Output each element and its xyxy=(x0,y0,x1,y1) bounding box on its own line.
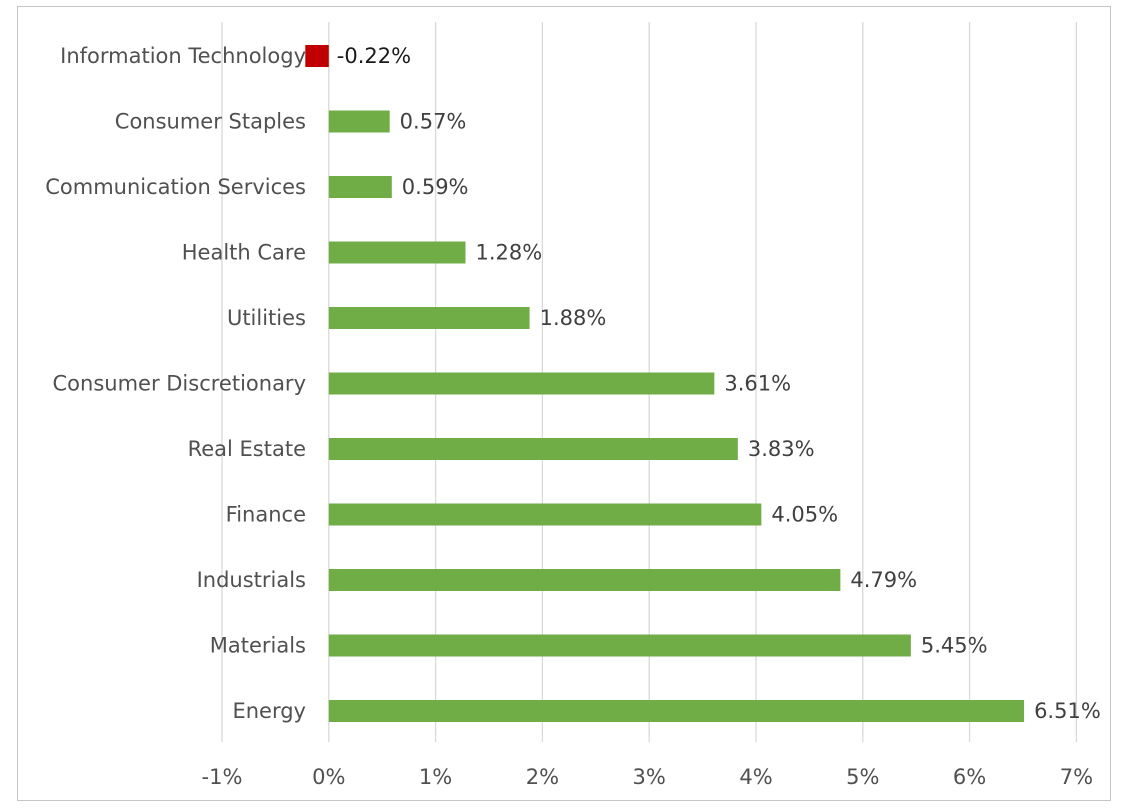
bars xyxy=(305,45,1025,722)
bar-health-care xyxy=(328,241,466,264)
category-label: Real Estate xyxy=(188,437,306,461)
x-tick-label: 0% xyxy=(312,765,345,789)
category-label: Information Technology xyxy=(60,44,306,68)
data-label: -0.22% xyxy=(337,44,411,68)
data-label: 5.45% xyxy=(921,634,988,658)
x-tick-label: 1% xyxy=(419,765,452,789)
gridlines xyxy=(221,22,1078,742)
bar-industrials xyxy=(328,569,841,591)
data-label: 0.59% xyxy=(402,175,469,199)
bar-real-estate xyxy=(328,438,738,460)
category-label: Health Care xyxy=(182,241,306,265)
x-tick-label: 4% xyxy=(739,765,772,789)
data-label: 1.28% xyxy=(476,241,543,265)
x-tick-label: 5% xyxy=(846,765,879,789)
category-label: Communication Services xyxy=(45,175,306,199)
bar-utilities xyxy=(328,307,530,329)
category-label: Energy xyxy=(232,699,306,723)
chart-frame xyxy=(17,6,1111,801)
category-label: Industrials xyxy=(197,568,306,592)
x-tick-label: 7% xyxy=(1060,765,1093,789)
data-label: 6.51% xyxy=(1034,699,1101,723)
bar-information-technology xyxy=(305,45,329,67)
bar-consumer-discretionary xyxy=(328,372,715,395)
bar-materials xyxy=(328,634,911,657)
x-tick-label: 2% xyxy=(526,765,559,789)
x-tick-label: 3% xyxy=(633,765,666,789)
data-label: 4.05% xyxy=(771,503,838,527)
x-tick-label: -1% xyxy=(202,765,243,789)
data-label: 0.57% xyxy=(400,110,467,134)
category-label: Finance xyxy=(226,503,306,527)
bar-finance xyxy=(328,503,762,526)
x-tick-label: 6% xyxy=(953,765,986,789)
bar-communication-services xyxy=(328,176,392,198)
bar-energy xyxy=(328,700,1025,722)
data-labels: -0.22% 0.57% 0.59% 1.28% 1.88% 3.61% 3.83% 4.05… xyxy=(337,44,1101,723)
data-label: 4.79% xyxy=(850,568,917,592)
x-axis-tick-labels: -1% 0% 1% 2% 3% 4% 5% 6% 7% xyxy=(202,765,1094,789)
category-label: Consumer Staples xyxy=(115,110,306,134)
bar-consumer-staples xyxy=(328,110,390,133)
category-label: Consumer Discretionary xyxy=(53,372,307,396)
data-label: 3.83% xyxy=(748,437,815,461)
category-label: Materials xyxy=(210,634,306,658)
category-labels: Information Technology Consumer Staples Co… xyxy=(45,44,306,723)
data-label: 3.61% xyxy=(724,372,791,396)
category-label: Utilities xyxy=(227,306,306,330)
data-label: 1.88% xyxy=(540,306,607,330)
